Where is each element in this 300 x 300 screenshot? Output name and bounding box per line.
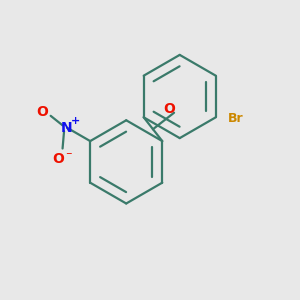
Text: O: O bbox=[163, 102, 175, 116]
Text: N: N bbox=[61, 121, 73, 135]
Text: O: O bbox=[52, 152, 64, 166]
Text: Br: Br bbox=[228, 112, 243, 125]
Text: ⁻: ⁻ bbox=[65, 150, 72, 163]
Text: O: O bbox=[36, 105, 48, 119]
Text: +: + bbox=[71, 116, 80, 126]
